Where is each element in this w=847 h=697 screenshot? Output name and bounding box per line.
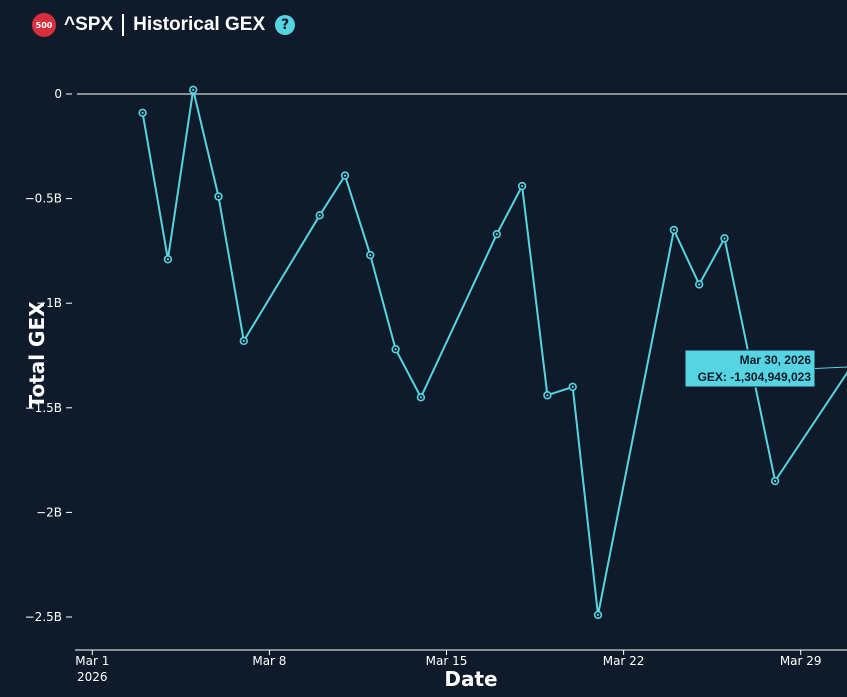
gex-data-point-center [521,184,524,188]
y-tick-label: −0.5B [25,192,62,206]
x-tick-label: Mar 15 [426,654,468,668]
gex-data-point-center [192,88,195,91]
x-tick-label: Mar 8 [252,654,286,668]
gex-data-point-center [672,228,676,232]
page-title: Historical GEX [133,14,266,35]
y-tick-label: −2.5B [25,610,62,624]
x-axis: Mar 1 Mar 8 Mar 15 Mar 22 Mar 29 2026 [75,649,847,684]
hover-tooltip: Mar 30, 2026 GEX: -1,304,949,023 [684,349,847,388]
tooltip-pointer [814,366,847,369]
x-axis-title: Date [444,667,497,691]
gex-data-point-center [596,613,600,617]
gex-data-point-center [343,174,347,177]
tooltip-date: Mar 30, 2026 [740,353,812,367]
gex-data-point-center [546,394,549,397]
chart-header: 500 ^SPX Historical GEX ? [32,10,296,40]
gex-data-point-center [495,233,498,236]
y-axis-title: Total GEX [25,301,49,409]
y-tick-label: −1B [36,296,62,310]
x-tick-label: Mar 1 [75,654,109,668]
help-icon[interactable]: ? [275,15,296,35]
gex-data-point-center [242,339,245,342]
ticker-symbol: ^SPX [64,14,114,35]
gex-data-point-center [394,348,397,351]
y-tick-label: 0 [54,87,62,101]
x-tick-label: Mar 22 [603,654,645,668]
gex-data-point-center [571,385,574,388]
plot-area [138,85,847,620]
gex-data-point-center [141,111,144,114]
gex-data-point-center [166,258,169,261]
gex-data-point-center [698,283,701,286]
tooltip-value: GEX: -1,304,949,023 [698,370,812,384]
gex-data-point-center [419,396,422,399]
x-tick-year-label: 2026 [77,670,108,684]
gex-data-point-center [723,237,726,240]
gex-data-point-center [774,479,777,483]
title-divider [122,14,125,36]
gex-data-point-center [318,214,321,217]
gex-series-line [141,88,847,616]
spx-500-badge-icon: 500 [32,13,56,37]
y-tick-label: −1.5B [25,401,62,415]
gex-data-point-center [369,253,372,257]
x-tick-label: Mar 29 [780,654,822,668]
y-tick-label: −2B [36,505,62,519]
gex-data-point-center [217,195,220,198]
y-axis: 0 −0.5B −1B −1.5B −2B −2.5B [25,87,847,624]
